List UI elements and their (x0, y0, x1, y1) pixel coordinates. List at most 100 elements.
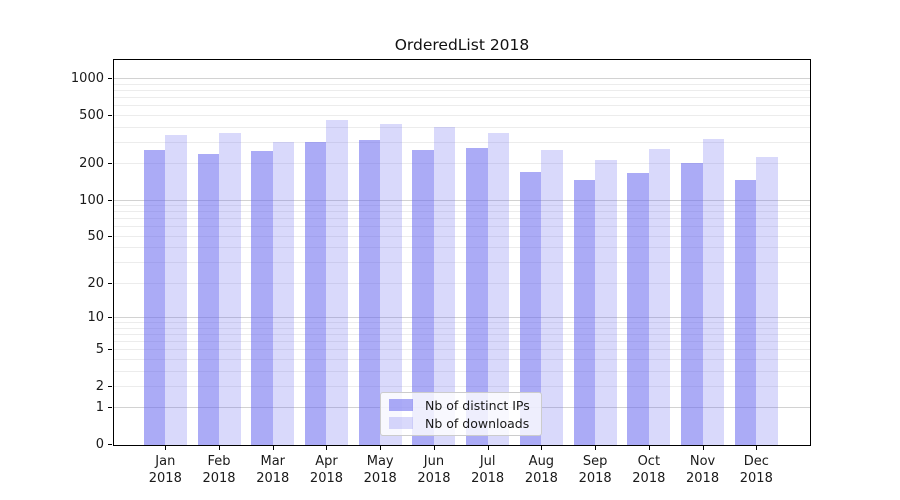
bar-downloads (219, 133, 241, 445)
x-tick-month: May (366, 454, 394, 469)
y-tick-mark (108, 163, 112, 165)
gridline-minor (114, 83, 810, 85)
legend-item-downloads: Nb of downloads (389, 416, 533, 431)
legend-swatch-downloads (389, 417, 413, 429)
bar-downloads (433, 126, 456, 445)
x-tick-year: 2018 (202, 471, 236, 486)
x-tick-month: Jul (479, 454, 496, 469)
bar-distinct-ips (251, 151, 273, 445)
bar-distinct-ips (412, 149, 434, 445)
x-tick-label: Jan 2018 (135, 453, 195, 487)
x-tick-label: Mar 2018 (243, 453, 303, 487)
x-tick-month: Mar (260, 454, 286, 469)
gridline-minor (114, 235, 810, 237)
x-tick-label: Jun 2018 (404, 453, 464, 487)
gridline-minor (114, 282, 810, 284)
bar-distinct-ips (573, 179, 596, 445)
legend-label-distinct-ips: Nb of distinct IPs (425, 397, 530, 413)
x-tick-year: 2018 (417, 471, 451, 486)
gridline-minor (114, 247, 810, 249)
gridline-minor (114, 349, 810, 351)
bar-distinct-ips (197, 153, 220, 445)
y-tick-mark (108, 235, 112, 237)
gridline-minor (114, 114, 810, 116)
bar-downloads (326, 119, 348, 445)
gridline-minor (114, 105, 810, 107)
x-tick-mark (756, 446, 758, 450)
x-tick-year: 2018 (256, 471, 290, 486)
gridline-major (114, 199, 810, 201)
bar-downloads (756, 156, 778, 445)
x-tick-month: Dec (743, 454, 769, 469)
y-tick-label: 100 (79, 192, 104, 208)
x-tick-mark (648, 446, 650, 450)
x-tick-mark (219, 446, 221, 450)
y-tick-label: 0 (95, 437, 104, 452)
y-tick-mark (108, 199, 112, 201)
y-tick-label: 2 (95, 378, 104, 394)
x-tick-year: 2018 (578, 471, 612, 486)
chart-title: OrderedList 2018 (394, 36, 530, 54)
x-tick-label: Sep 2018 (565, 453, 625, 487)
legend-item-distinct-ips: Nb of distinct IPs (389, 398, 533, 413)
gridline-minor (114, 385, 810, 387)
x-tick-mark (541, 446, 543, 450)
x-tick-year: 2018 (739, 471, 773, 486)
y-tick-mark (108, 385, 112, 387)
x-tick-month: Aug (528, 454, 555, 469)
x-tick-year: 2018 (471, 471, 505, 486)
bar-distinct-ips (143, 150, 166, 445)
x-tick-year: 2018 (524, 471, 558, 486)
x-tick-mark (433, 446, 435, 450)
gridline-minor (114, 327, 810, 329)
y-tick-label: 5 (95, 342, 104, 358)
x-tick-mark (165, 446, 167, 450)
x-tick-month: Sep (582, 454, 608, 469)
y-tick-mark (108, 444, 112, 445)
bar-downloads (380, 124, 402, 445)
legend-swatch-distinct-ips (389, 399, 413, 411)
x-tick-month: Feb (207, 454, 231, 469)
y-tick-label: 50 (87, 228, 104, 244)
gridline-minor (114, 358, 810, 360)
y-tick-mark (108, 407, 112, 409)
x-tick-mark (702, 446, 704, 450)
y-tick-label: 20 (87, 275, 104, 291)
gridline-minor (114, 333, 810, 335)
bar-downloads (272, 141, 295, 445)
bar-downloads (702, 138, 725, 445)
x-tick-label: May 2018 (350, 453, 410, 487)
x-tick-month: Apr (315, 454, 338, 469)
y-tick-label: 500 (79, 107, 104, 123)
x-tick-label: Aug 2018 (511, 453, 571, 487)
gridline-minor (114, 262, 810, 264)
y-tick-label: 1000 (70, 71, 104, 87)
x-tick-month: Jan (155, 454, 176, 469)
y-tick-label: 1 (95, 400, 104, 416)
x-tick-mark (595, 446, 597, 450)
legend-label-downloads: Nb of downloads (425, 415, 530, 431)
bar-distinct-ips (519, 171, 542, 445)
x-tick-mark (272, 446, 274, 450)
bar-distinct-ips (734, 179, 757, 445)
legend: Nb of distinct IPs Nb of downloads (380, 392, 542, 436)
bar-downloads (541, 149, 563, 445)
x-tick-label: Nov 2018 (673, 453, 733, 487)
bar-downloads (487, 132, 510, 445)
x-tick-label: Dec 2018 (726, 453, 786, 487)
x-tick-year: 2018 (363, 471, 397, 486)
y-tick-mark (108, 78, 112, 80)
bar-distinct-ips (466, 148, 488, 445)
x-tick-label: Oct 2018 (619, 453, 679, 487)
bar-downloads (648, 148, 671, 445)
bar-distinct-ips (304, 141, 327, 445)
bar-distinct-ips (681, 163, 703, 445)
gridline-minor (114, 126, 810, 128)
x-tick-mark (380, 446, 382, 450)
gridline-major (114, 317, 810, 319)
gridline-minor (114, 163, 810, 165)
gridline-minor (114, 205, 810, 207)
x-tick-month: Jun (423, 454, 445, 469)
y-tick-mark (108, 282, 112, 284)
